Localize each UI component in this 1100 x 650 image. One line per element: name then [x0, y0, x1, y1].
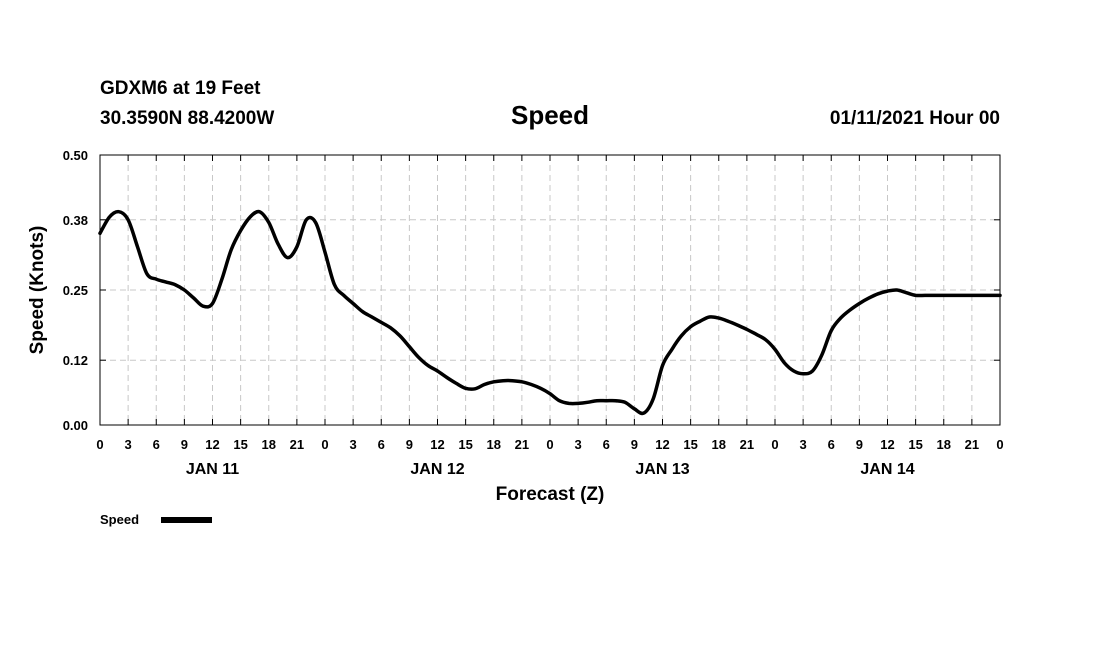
x-tick-label: 0: [996, 437, 1003, 452]
x-tick-label: 12: [880, 437, 894, 452]
x-tick-label: 3: [575, 437, 582, 452]
x-tick-label: 9: [406, 437, 413, 452]
legend-label-speed: Speed: [100, 512, 139, 527]
x-tick-label: 21: [740, 437, 754, 452]
x-tick-label: 15: [458, 437, 472, 452]
x-tick-label: 0: [96, 437, 103, 452]
day-label: JAN 11: [186, 461, 239, 478]
x-tick-label: 18: [487, 437, 501, 452]
y-tick-label: 0.38: [63, 213, 88, 228]
y-axis-label: Speed (Knots): [27, 226, 48, 355]
chart-title: Speed: [511, 100, 589, 130]
x-tick-label: 15: [683, 437, 697, 452]
station-label: GDXM6 at 19 Feet: [100, 78, 261, 99]
x-tick-label: 3: [800, 437, 807, 452]
day-labels: JAN 11 JAN 12 JAN 13 JAN 14: [186, 461, 915, 478]
series-layer: [98, 209, 1002, 416]
forecast-datetime: 01/11/2021 Hour 00: [830, 108, 1000, 129]
x-tick-label: 21: [515, 437, 529, 452]
x-tick-label: 21: [965, 437, 979, 452]
x-tick-labels: 0 3 6 9 12 15 18 21 0 3 6 9 12 15 18 21 0 3 6 9 12 15 18 21 0 3 6 9…: [96, 437, 1003, 452]
axis-ticks: [99, 154, 1001, 426]
x-tick-label: 15: [908, 437, 922, 452]
x-tick-label: 12: [205, 437, 219, 452]
x-tick-label: 18: [937, 437, 951, 452]
x-tick-label: 9: [631, 437, 638, 452]
y-tick-labels: 0.00 0.12 0.25 0.38 0.50: [63, 148, 88, 433]
x-tick-label: 12: [655, 437, 669, 452]
y-tick-label: 0.12: [63, 353, 88, 368]
y-tick-label: 0.25: [63, 283, 88, 298]
x-tick-label: 21: [290, 437, 304, 452]
x-tick-label: 18: [712, 437, 726, 452]
x-tick-label: 3: [350, 437, 357, 452]
day-label: JAN 14: [860, 461, 914, 478]
day-label: JAN 13: [635, 461, 689, 478]
x-tick-label: 18: [262, 437, 276, 452]
y-tick-label: 0.50: [63, 148, 88, 163]
x-tick-label: 0: [546, 437, 553, 452]
x-tick-label: 12: [430, 437, 444, 452]
x-tick-label: 9: [181, 437, 188, 452]
x-tick-label: 6: [378, 437, 385, 452]
x-tick-label: 0: [321, 437, 328, 452]
x-axis-label: Forecast (Z): [496, 484, 605, 505]
x-tick-label: 6: [153, 437, 160, 452]
x-tick-label: 3: [125, 437, 132, 452]
y-tick-label: 0.00: [63, 418, 88, 433]
location-label: 30.3590N 88.4200W: [100, 108, 274, 129]
grid-lines: [100, 155, 1000, 425]
x-tick-label: 9: [856, 437, 863, 452]
legend: Speed: [100, 512, 212, 527]
x-tick-label: 0: [771, 437, 778, 452]
day-label: JAN 12: [410, 461, 464, 478]
series-line-speed: [98, 209, 1002, 416]
x-tick-label: 6: [828, 437, 835, 452]
x-tick-label: 6: [603, 437, 610, 452]
plot-frame: [99, 154, 1001, 426]
x-tick-label: 15: [233, 437, 247, 452]
